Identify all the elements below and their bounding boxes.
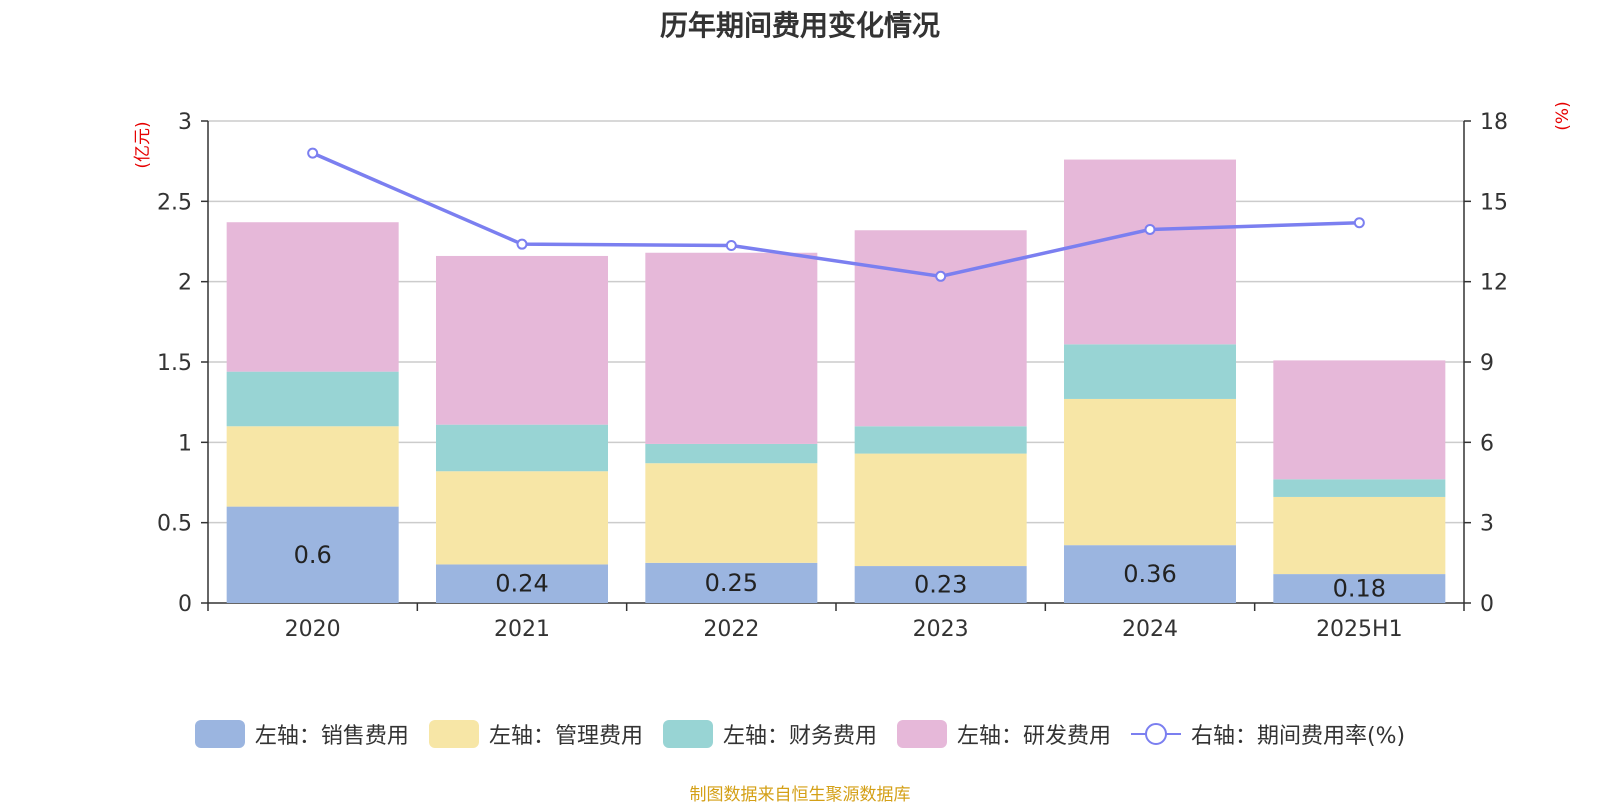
bar-segment (854, 230, 1027, 427)
legend-swatch-admin (428, 720, 479, 748)
y-left-axis-label: (亿元) (133, 121, 153, 168)
y-left-tick-label: 2.5 (157, 190, 192, 215)
legend-label-admin: 左轴：管理费用 (488, 724, 643, 749)
bar-segment (854, 453, 1027, 567)
legend-swatch-rnd (896, 720, 947, 748)
expense-rate-point (935, 270, 947, 282)
bar-segment (1064, 159, 1236, 345)
legend-item-sales[interactable]: 左轴：销售费用 (194, 718, 409, 750)
bar-segment (436, 424, 608, 472)
y-left-tick-label: 0.5 (157, 512, 192, 537)
legend-swatch-sales (194, 720, 245, 748)
legend-label-rnd: 左轴：研发费用 (956, 724, 1111, 749)
bar-data-label: 0.18 (1333, 575, 1386, 603)
x-tick-label: 2023 (913, 617, 969, 642)
bar-segment (1064, 344, 1236, 399)
y-right-tick-label: 0 (1480, 592, 1494, 617)
bar-data-label: 0.6 (294, 541, 332, 569)
y-right-tick-label: 3 (1480, 512, 1494, 537)
bar-segment (1273, 574, 1446, 603)
bar-segment (645, 252, 818, 444)
expense-rate-point (1353, 217, 1365, 229)
bar-segment (1064, 545, 1236, 603)
y-right-tick-label: 15 (1480, 190, 1508, 215)
x-tick-label: 2024 (1122, 617, 1178, 642)
x-tick-label: 2021 (494, 617, 550, 642)
bar-data-label: 0.36 (1123, 560, 1176, 588)
legend-item-rnd[interactable]: 左轴：研发费用 (896, 718, 1111, 750)
legend-label-sales: 左轴：销售费用 (254, 724, 409, 749)
bar-segment (1273, 479, 1446, 497)
bar-data-label: 0.24 (495, 570, 548, 598)
y-right-tick-label: 9 (1480, 351, 1494, 376)
expense-rate-point (516, 238, 528, 250)
bar-data-label: 0.25 (705, 569, 758, 597)
chart-title: 历年期间费用变化情况 (659, 9, 940, 42)
expense-rate-point (725, 240, 737, 252)
x-tick-label: 2025H1 (1316, 617, 1403, 642)
y-left-tick-label: 0 (178, 592, 192, 617)
y-left-tick-label: 1.5 (157, 351, 192, 376)
bar-segment (645, 443, 818, 464)
bar-segment (226, 426, 399, 507)
source-note: 制图数据来自恒生聚源数据库 (689, 785, 911, 805)
expense-rate-point (307, 147, 319, 159)
x-tick-label: 2022 (703, 617, 759, 642)
bar-segment (226, 371, 399, 427)
bar-segment (436, 471, 608, 565)
legend-item-admin[interactable]: 左轴：管理费用 (428, 718, 643, 750)
expense-rate-point (1144, 223, 1156, 235)
bar-segment (226, 506, 399, 603)
bar-segment (854, 426, 1027, 454)
y-left-tick-label: 1 (178, 431, 192, 456)
legend-item-finance[interactable]: 左轴：财务费用 (662, 718, 877, 750)
legend-swatch-finance (662, 720, 713, 748)
expense-rate-line (311, 151, 1360, 279)
legend-item-expense-rate[interactable]: 右轴：期间费用率(%) (1130, 718, 1406, 750)
legend: 左轴：销售费用 左轴：管理费用 左轴：财务费用 左轴：研发费用 右轴：期间费用率… (0, 718, 1600, 750)
bar-segment (645, 562, 818, 603)
bar-segment (1273, 360, 1446, 480)
y-left-tick-label: 3 (178, 110, 192, 135)
bar-segment (436, 564, 608, 603)
bar-segment (436, 255, 608, 425)
y-right-tick-label: 18 (1480, 110, 1508, 135)
bar-segment (1064, 398, 1236, 546)
bar-segment (854, 566, 1027, 603)
bar-segment (645, 463, 818, 563)
y-right-tick-label: 12 (1480, 271, 1508, 296)
bar-data-label: 0.23 (914, 571, 967, 599)
legend-label-expense-rate: 右轴：期间费用率(%) (1190, 724, 1406, 749)
y-right-tick-label: 6 (1480, 431, 1494, 456)
y-right-axis-label: (%) (1553, 101, 1573, 130)
legend-label-finance: 左轴：财务费用 (722, 724, 877, 749)
bar-segment (1273, 496, 1446, 575)
x-tick-label: 2020 (285, 617, 341, 642)
y-left-tick-label: 2 (178, 271, 192, 296)
legend-line-marker-icon (1130, 723, 1181, 745)
bar-segment (226, 222, 399, 372)
